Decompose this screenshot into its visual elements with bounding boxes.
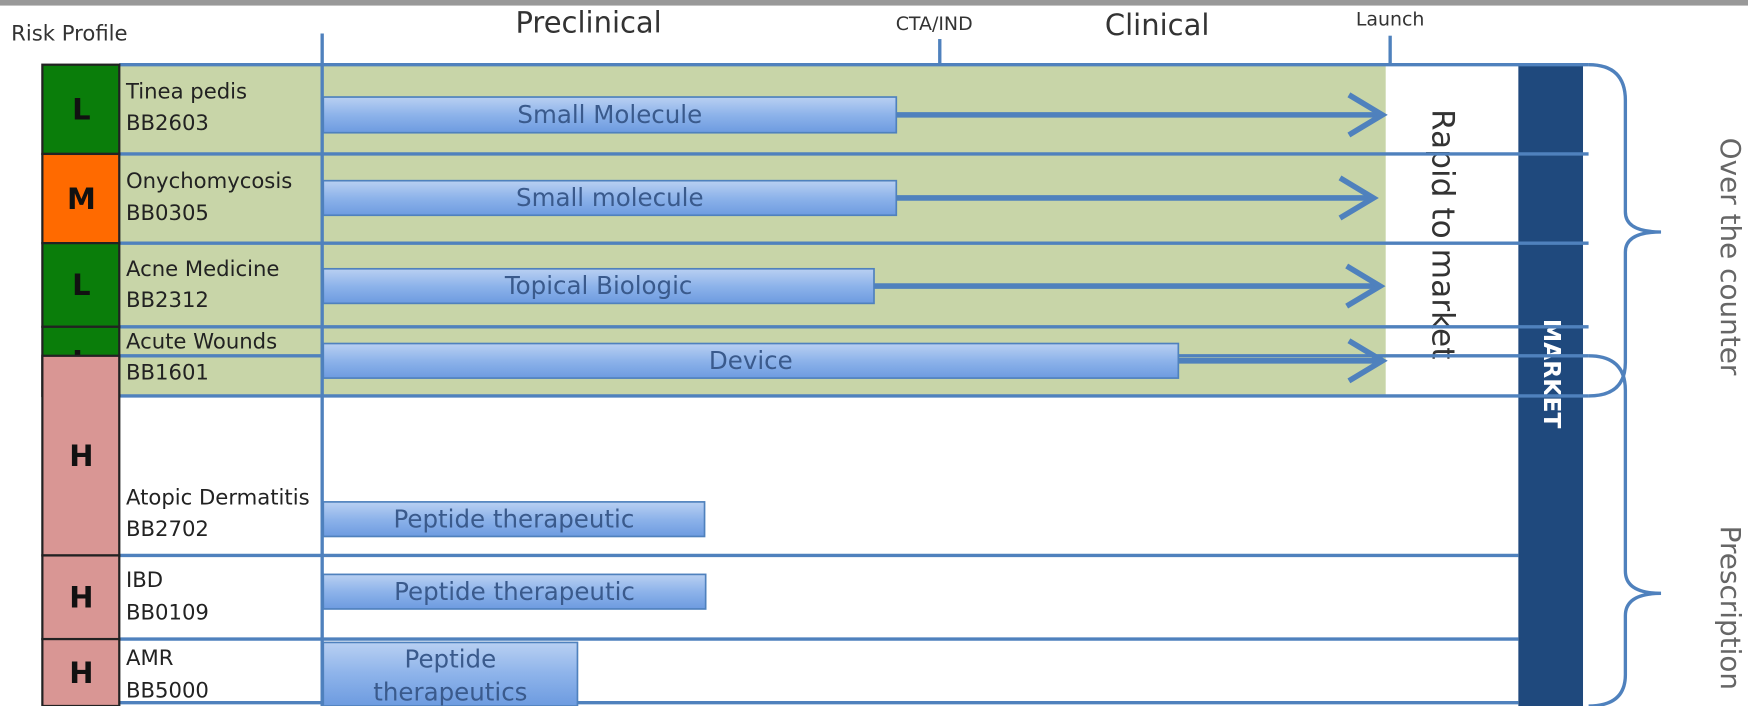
risk-letter: M (67, 182, 96, 216)
modality-bar (322, 501, 706, 538)
row-name: IBD (126, 567, 163, 592)
risk-box (41, 152, 121, 245)
row-code: BB2603 (126, 110, 209, 135)
risk-profile-label: Risk Profile (11, 21, 127, 46)
cta-label: CTA/IND (896, 13, 973, 35)
modality-label: Topical Biologic (504, 271, 693, 300)
market-bar (1518, 64, 1584, 706)
risk-box (41, 354, 121, 557)
modality-bar (322, 96, 898, 134)
risk-letter: L (72, 93, 90, 127)
modality-bar (322, 342, 1180, 379)
row-name: Atopic Dermatitis (126, 485, 310, 510)
row-name: Acne Medicine (126, 256, 279, 281)
modality-label: Peptide therapeutic (394, 504, 635, 533)
modality-line: Peptide (405, 644, 497, 673)
modality-label: Small Molecule (517, 100, 702, 129)
modality-label: Peptide therapeutics (373, 644, 527, 706)
rx-label: Prescription (1714, 526, 1747, 690)
modality-label: Peptide therapeutic (394, 577, 635, 606)
arrow-head (1347, 92, 1388, 138)
row-code: BB2702 (126, 516, 209, 541)
row-name: Acute Wounds (126, 328, 277, 353)
clinical-label: Clinical (1105, 8, 1210, 42)
risk-letter: H (69, 656, 93, 690)
row-code: BB1601 (126, 360, 209, 385)
top-border (0, 0, 1748, 6)
row-code: BB5000 (126, 677, 209, 702)
risk-box (41, 637, 121, 706)
rx-brace (1588, 354, 1662, 706)
modality-bar (322, 179, 898, 217)
otc-brace (1588, 63, 1662, 398)
risk-letter: H (69, 439, 93, 473)
otc-label: Over the counter (1714, 138, 1747, 376)
modality-bar (322, 641, 579, 706)
modality-line: therapeutics (373, 678, 527, 706)
row-code: BB0305 (126, 200, 209, 225)
rapid-label: Rapid to market (1424, 109, 1460, 359)
modality-label: Device (709, 346, 793, 375)
row-name: AMR (126, 645, 174, 670)
row-code: BB0109 (126, 599, 209, 624)
arrow-head (1338, 175, 1379, 221)
preclinical-label: Preclinical (515, 6, 661, 40)
modality-bar (322, 573, 707, 610)
row-code: BB2312 (126, 287, 209, 312)
arrow-head (1347, 338, 1388, 384)
risk-letter: H (69, 580, 93, 614)
market-label: MARKET (1538, 319, 1566, 429)
arrow-head (1345, 263, 1386, 309)
risk-box (41, 554, 121, 641)
risk-box (41, 63, 121, 156)
modality-label: Small molecule (516, 183, 704, 212)
risk-box (41, 242, 121, 328)
row-name: Tinea pedis (125, 79, 247, 104)
row-name: Onychomycosis (126, 168, 292, 193)
risk-letter: L (72, 268, 90, 302)
modality-bar (322, 267, 875, 305)
launch-label: Launch (1356, 9, 1425, 31)
